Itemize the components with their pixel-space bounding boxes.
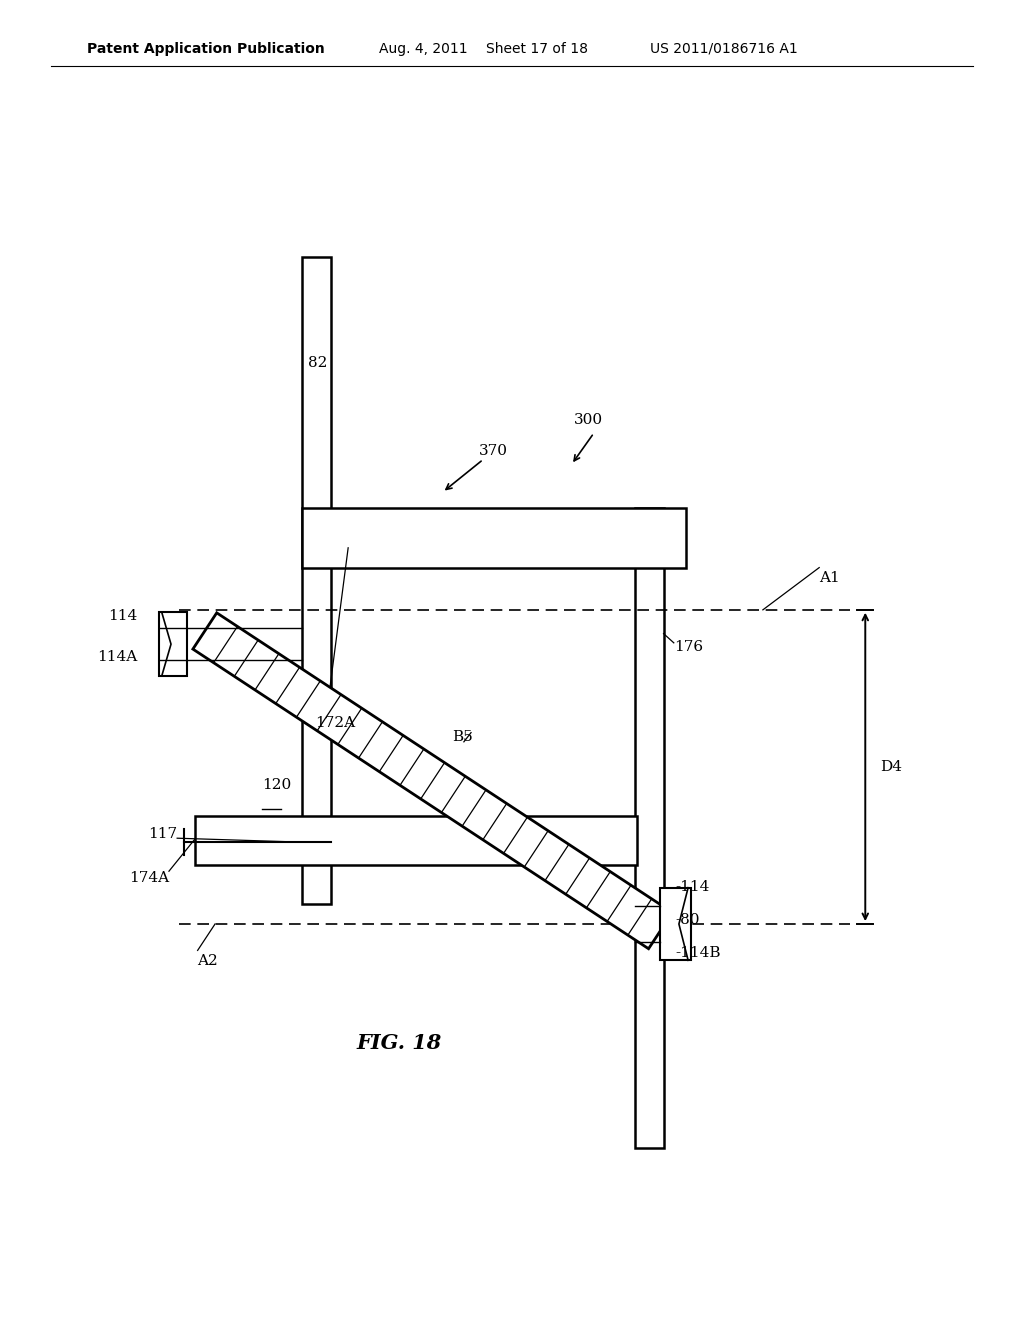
Polygon shape bbox=[193, 612, 673, 949]
Text: FIG. 18: FIG. 18 bbox=[356, 1032, 442, 1053]
Bar bbox=[302, 508, 686, 568]
Text: Sheet 17 of 18: Sheet 17 of 18 bbox=[486, 42, 589, 55]
Text: 174A: 174A bbox=[129, 871, 169, 884]
Text: -114B: -114B bbox=[676, 946, 721, 960]
Bar bbox=[302, 257, 331, 904]
Bar bbox=[660, 887, 691, 960]
Text: B5: B5 bbox=[453, 730, 473, 743]
Text: 117: 117 bbox=[148, 828, 177, 841]
Bar bbox=[195, 816, 637, 865]
Text: 176: 176 bbox=[674, 640, 702, 653]
Text: Patent Application Publication: Patent Application Publication bbox=[87, 42, 325, 55]
Text: A1: A1 bbox=[819, 572, 840, 585]
Bar bbox=[635, 508, 664, 1148]
Text: 370: 370 bbox=[479, 445, 508, 458]
Text: 82: 82 bbox=[308, 355, 327, 370]
Text: -80: -80 bbox=[676, 913, 700, 927]
Text: Aug. 4, 2011: Aug. 4, 2011 bbox=[379, 42, 468, 55]
Text: -114: -114 bbox=[676, 880, 711, 894]
Text: 300: 300 bbox=[574, 413, 603, 426]
Text: 114: 114 bbox=[108, 610, 137, 623]
Text: 120: 120 bbox=[262, 779, 292, 792]
Text: US 2011/0186716 A1: US 2011/0186716 A1 bbox=[650, 42, 798, 55]
Text: 114A: 114A bbox=[97, 651, 137, 664]
Text: 172A: 172A bbox=[315, 717, 355, 730]
Text: D4: D4 bbox=[880, 760, 902, 774]
Bar bbox=[159, 612, 187, 676]
Text: A2: A2 bbox=[197, 954, 217, 968]
